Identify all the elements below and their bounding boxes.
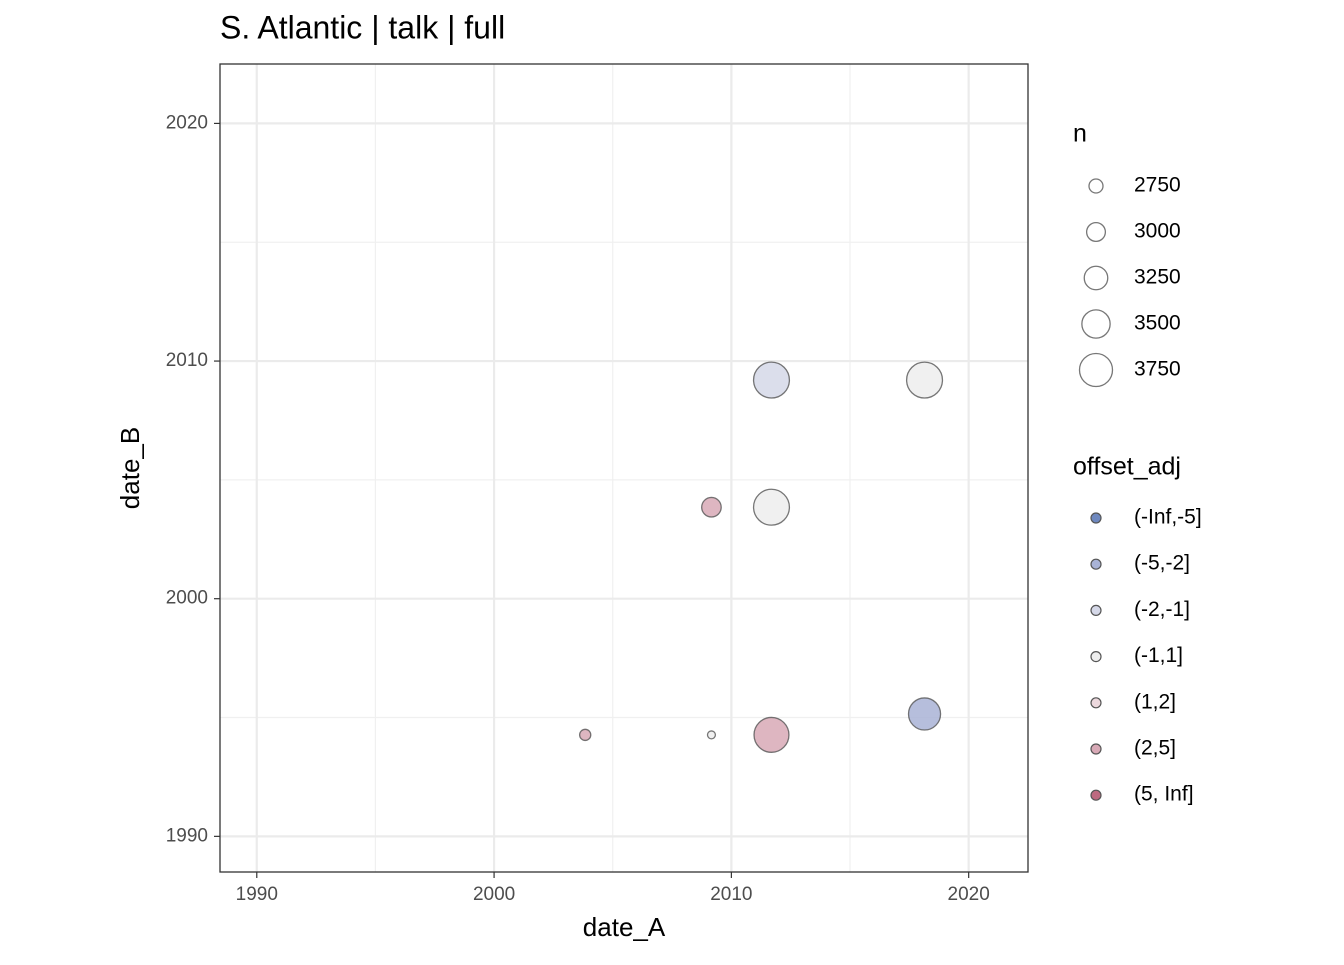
x-tick-label: 2020 xyxy=(948,884,990,905)
size-legend-label: 3500 xyxy=(1134,312,1181,335)
color-legend-label: (-5,-2] xyxy=(1134,552,1190,575)
point xyxy=(753,716,790,753)
y-tick-label: 1990 xyxy=(166,825,208,846)
x-tick-label: 2000 xyxy=(473,884,515,905)
point xyxy=(752,488,791,526)
color-legend-key xyxy=(1090,743,1102,755)
size-legend-key xyxy=(1081,309,1111,339)
size-legend-key xyxy=(1085,221,1107,243)
y-tick-label: 2020 xyxy=(166,112,208,133)
color-legend-key xyxy=(1090,604,1102,617)
plot-background xyxy=(220,64,1028,872)
size-legend-key xyxy=(1083,265,1109,291)
point xyxy=(907,697,942,731)
size-legend-key xyxy=(1078,352,1114,388)
size-legend-label: 2750 xyxy=(1134,174,1181,197)
size-legend-title: n xyxy=(1073,120,1087,148)
point xyxy=(905,361,944,399)
color-legend-label: (5, Inf] xyxy=(1134,783,1194,806)
color-legend-title: offset_adj xyxy=(1073,453,1181,481)
color-legend-label: (-2,-1] xyxy=(1134,598,1190,621)
color-legend-key xyxy=(1090,650,1102,663)
y-axis-label: date_B xyxy=(115,427,145,509)
point xyxy=(706,730,717,740)
color-legend-key xyxy=(1090,512,1102,524)
point xyxy=(578,728,592,742)
size-legend-label: 3250 xyxy=(1134,266,1181,289)
color-legend-label: (-Inf,-5] xyxy=(1134,506,1202,529)
size-legend-label: 3000 xyxy=(1134,220,1181,243)
y-tick-label: 2000 xyxy=(166,588,208,609)
color-legend-key xyxy=(1090,558,1102,570)
color-legend-label: (1,2] xyxy=(1134,690,1176,713)
color-legend-key xyxy=(1090,789,1102,801)
size-legend-key xyxy=(1088,178,1104,194)
plot-border xyxy=(219,63,1029,873)
x-tick-label: 1990 xyxy=(236,884,278,905)
color-legend-label: (2,5] xyxy=(1134,737,1176,760)
size-legend-label: 3750 xyxy=(1134,358,1181,381)
x-axis-label: date_A xyxy=(583,912,666,942)
point xyxy=(701,496,722,518)
y-tick-label: 2010 xyxy=(166,350,208,371)
color-legend-label: (-1,1] xyxy=(1134,644,1183,667)
color-legend-key xyxy=(1090,697,1102,709)
x-tick-label: 2010 xyxy=(710,884,752,905)
chart-title: S. Atlantic | talk | full xyxy=(220,9,505,45)
point xyxy=(752,361,791,399)
